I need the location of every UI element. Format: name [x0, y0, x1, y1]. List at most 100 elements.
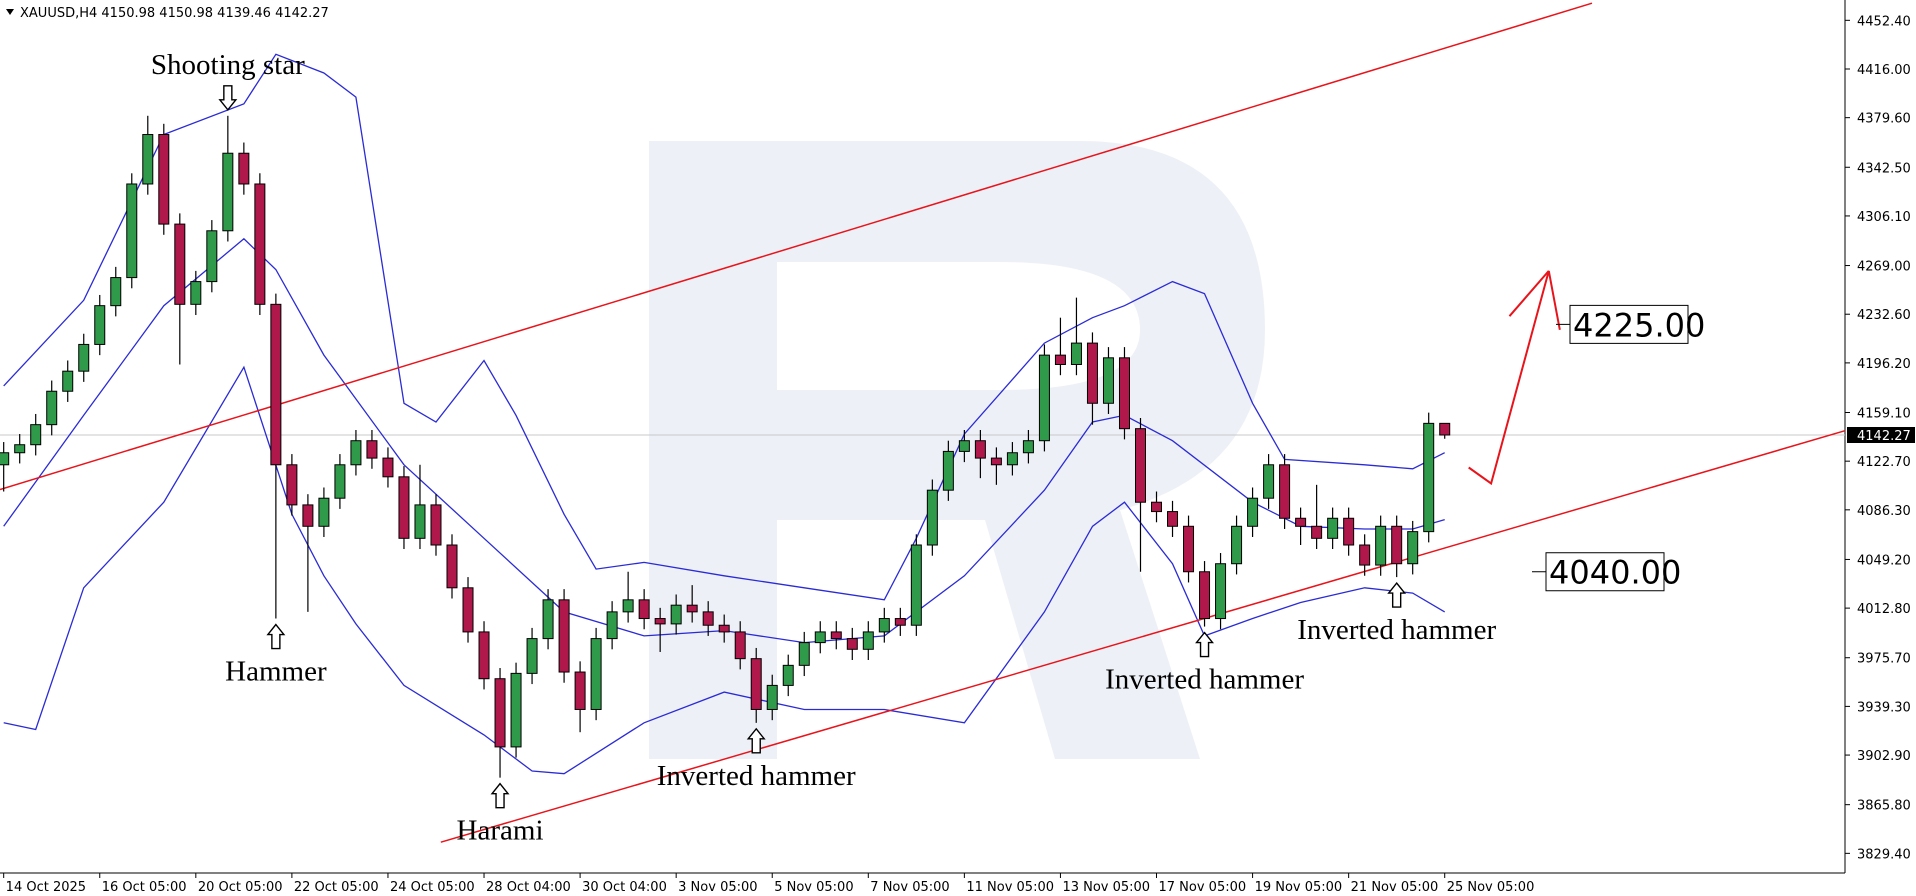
candle-body	[910, 544, 922, 626]
candle-body	[526, 638, 538, 674]
candle-body	[110, 277, 122, 307]
y-tick-label: 4306.10	[1857, 210, 1911, 225]
forecast-arrowhead	[1508, 270, 1550, 317]
candle-body	[830, 631, 842, 640]
candle-body	[1247, 497, 1259, 527]
candle-body	[126, 183, 138, 279]
candle-body	[414, 504, 426, 539]
candle-body	[1295, 517, 1307, 527]
candle-body	[446, 544, 458, 589]
x-tick-label: 24 Oct 05:00	[390, 880, 475, 895]
candle-body	[1391, 525, 1403, 565]
x-tick-label: 30 Oct 04:00	[582, 880, 667, 895]
forecast-arrowhead	[1547, 270, 1561, 331]
candle-body	[510, 672, 522, 748]
annotation-arrow	[1387, 581, 1407, 608]
y-tick-label: 4342.50	[1857, 161, 1911, 176]
candle-body	[558, 599, 570, 673]
last-price-box	[1847, 426, 1915, 443]
candle-body	[974, 440, 986, 459]
candle-body	[926, 489, 938, 546]
candle-body	[1423, 422, 1435, 533]
candle-body	[670, 604, 682, 625]
x-tick-label: 14 Oct 2025	[6, 880, 86, 895]
candle-body	[334, 464, 346, 499]
candle-body	[1375, 525, 1387, 566]
y-tick-label: 4012.80	[1857, 602, 1911, 617]
candle-body	[702, 611, 714, 626]
candle-body	[686, 604, 698, 613]
y-tick-label: 4196.20	[1857, 357, 1911, 372]
candle-body	[1167, 511, 1179, 527]
y-tick-label: 4232.60	[1857, 308, 1911, 323]
x-tick-label: 25 Nov 05:00	[1447, 880, 1535, 895]
candle-body	[1070, 342, 1082, 365]
annotation-arrow	[1195, 631, 1214, 658]
candle-body	[270, 303, 282, 466]
candle-body	[1439, 422, 1451, 436]
candle-body	[1343, 517, 1355, 546]
candle-body	[1407, 531, 1419, 565]
candle-body	[206, 230, 218, 283]
y-tick-label: 3975.70	[1857, 652, 1911, 667]
candle-body	[574, 671, 586, 710]
candle-body	[254, 183, 266, 305]
candle-body	[1118, 357, 1130, 430]
x-tick-label: 5 Nov 05:00	[774, 880, 853, 895]
x-tick-label: 16 Oct 05:00	[102, 880, 187, 895]
candle-body	[318, 497, 330, 527]
y-tick-label: 4416.00	[1857, 63, 1911, 78]
candle-body	[958, 440, 970, 452]
candle-body	[542, 599, 554, 640]
watermark	[649, 141, 1265, 759]
channel-line	[440, 429, 1846, 843]
last-price-label: 4142.27	[1857, 429, 1911, 444]
candle-body	[1359, 544, 1371, 566]
x-tick-label: 20 Oct 05:00	[198, 880, 283, 895]
candle-body	[878, 618, 890, 633]
y-tick-label: 4086.30	[1857, 504, 1911, 519]
candle-body	[190, 281, 202, 305]
y-tick-label: 4379.60	[1857, 112, 1911, 127]
level-box	[1569, 304, 1689, 344]
candle-body	[750, 658, 762, 710]
x-tick-label: 22 Oct 05:00	[294, 880, 379, 895]
watermark-bowl	[777, 141, 1265, 759]
x-tick-label: 17 Nov 05:00	[1159, 880, 1247, 895]
y-tick-label: 3829.40	[1857, 847, 1911, 862]
level-box	[1545, 552, 1665, 592]
candle-body	[846, 638, 858, 650]
candle-body	[942, 450, 954, 491]
y-tick-label: 4452.40	[1857, 14, 1911, 29]
x-tick-label: 11 Nov 05:00	[966, 880, 1054, 895]
candle-body	[1231, 525, 1243, 565]
candle-body	[1311, 525, 1323, 539]
x-tick-label: 21 Nov 05:00	[1351, 880, 1439, 895]
y-tick-label: 4159.10	[1857, 406, 1911, 421]
candle-body	[1086, 342, 1098, 404]
annotation-label: Inverted hammer	[1105, 664, 1304, 696]
candle-body	[990, 457, 1002, 466]
candle-body	[1279, 464, 1291, 519]
candle-body	[1199, 571, 1211, 620]
annotation-arrow	[490, 782, 510, 809]
candle-body	[782, 664, 794, 686]
y-tick-label: 3865.80	[1857, 799, 1911, 814]
candle-body	[798, 642, 810, 666]
candle-body	[1134, 428, 1146, 503]
candle-body	[654, 618, 666, 625]
candle-body	[1102, 357, 1114, 404]
x-tick-label: 3 Nov 05:00	[678, 880, 757, 895]
candle-body	[494, 678, 506, 748]
candle-body	[1006, 452, 1018, 466]
y-tick-label: 4269.00	[1857, 260, 1911, 275]
candle-body	[1038, 354, 1050, 442]
annotation-arrow	[746, 727, 766, 754]
candle-body	[462, 587, 474, 633]
candle-body	[814, 631, 826, 644]
candle-body	[350, 440, 362, 466]
annotation-label: Shooting star	[151, 49, 305, 81]
candle-body	[94, 305, 106, 345]
